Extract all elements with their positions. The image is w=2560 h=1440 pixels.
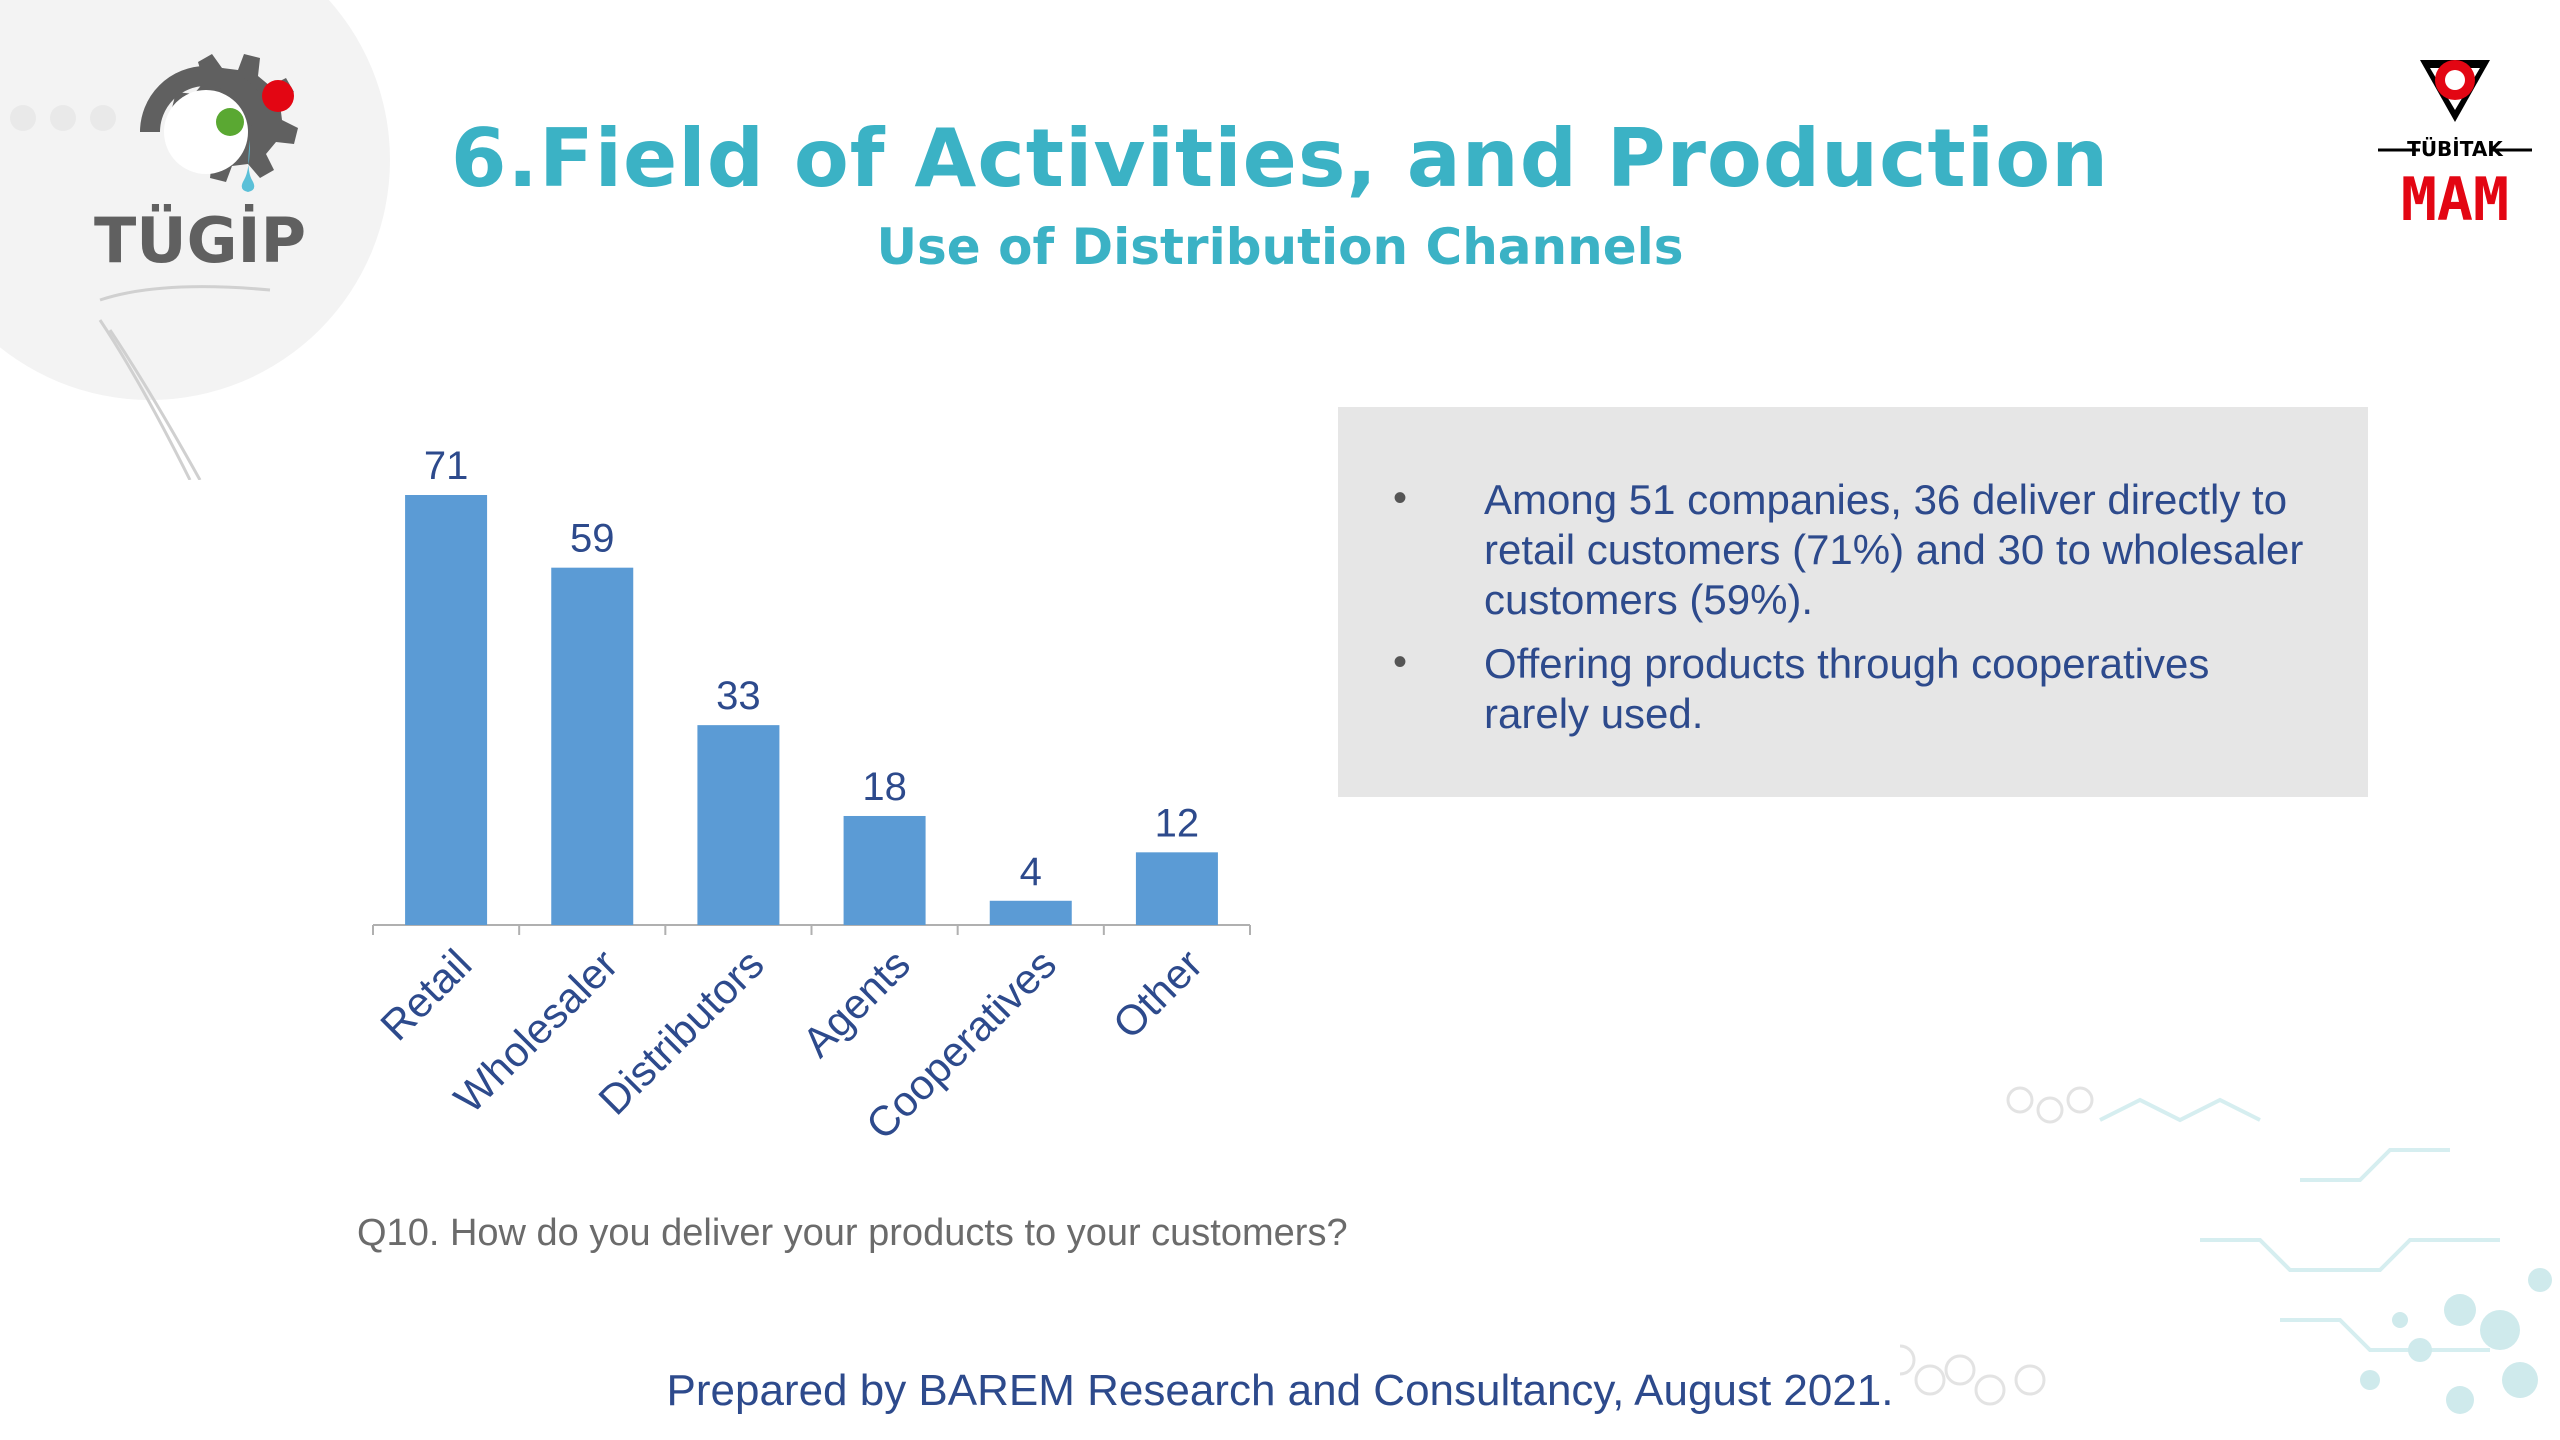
bar-other	[1135, 852, 1218, 925]
footer-credit: Prepared by BAREM Research and Consultan…	[666, 1366, 1894, 1415]
notes-panel: • Among 51 companies, 36 deliver directl…	[1338, 407, 2368, 797]
mam-text: MAM	[2401, 165, 2509, 235]
tugip-logo-text: TÜGİP	[94, 204, 306, 277]
survey-question: Q10. How do you deliver your products to…	[357, 1212, 1348, 1254]
bar-agents	[843, 815, 926, 925]
category-label-agents: Agents	[793, 940, 919, 1066]
data-label-retail: 71	[424, 444, 469, 488]
decorative-molecule-pattern	[1900, 1086, 2552, 1414]
data-label-agents: 18	[862, 765, 907, 809]
data-label-wholesaler: 59	[570, 517, 615, 561]
distribution-channels-bar-chart: 71Retail59Wholesaler33Distributors18Agen…	[371, 444, 1251, 1148]
data-label-other: 12	[1155, 801, 1200, 845]
bar-cooperatives	[989, 900, 1072, 925]
bar-retail	[405, 495, 488, 925]
bullet-dot: •	[1393, 476, 1408, 520]
data-label-distributors: 33	[716, 674, 761, 718]
tubitak-text: TÜBİTAK	[2407, 137, 2504, 161]
data-label-cooperatives: 4	[1020, 850, 1042, 894]
note-text-2: Offering products through cooperatives r…	[1484, 640, 2210, 737]
page-subtitle: Use of Distribution Channels	[876, 218, 1684, 276]
tubitak-mam-logo: TÜBİTAK MAM	[2378, 60, 2532, 235]
category-label-other: Other	[1104, 940, 1212, 1048]
page-title: 6.Field of Activities, and Production	[450, 112, 2110, 205]
bullet-dot: •	[1393, 640, 1408, 684]
category-label-retail: Retail	[371, 940, 480, 1049]
bar-distributors	[697, 725, 780, 925]
note-text-1: Among 51 companies, 36 deliver directly …	[1484, 476, 2304, 623]
tugip-logo: TÜGİP	[0, 0, 390, 480]
bar-wholesaler	[551, 567, 634, 925]
